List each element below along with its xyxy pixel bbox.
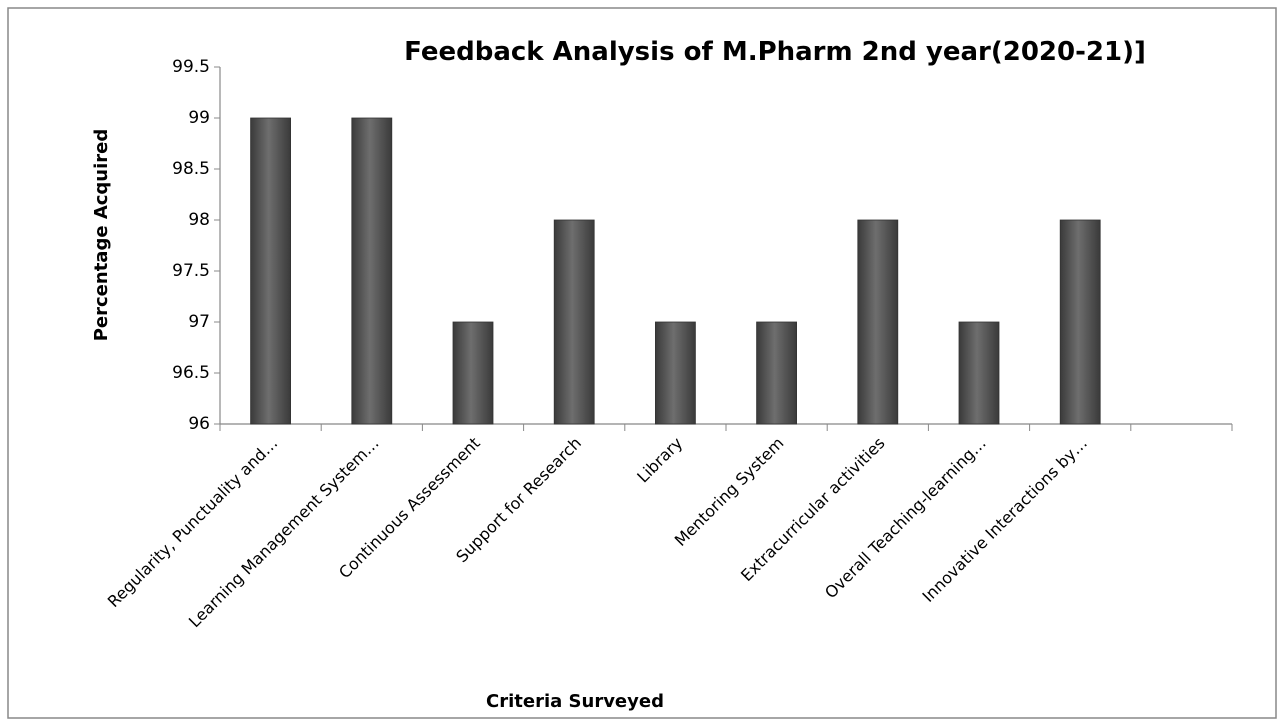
bar xyxy=(655,321,696,425)
y-tick-label: 97.5 xyxy=(172,261,210,281)
bar xyxy=(1059,219,1101,425)
y-tick-label: 96.5 xyxy=(172,363,210,383)
y-axis-label: Percentage Acquired xyxy=(91,129,112,342)
bar xyxy=(553,219,595,425)
bar xyxy=(756,321,797,425)
y-tick-label: 99 xyxy=(188,108,210,128)
bar xyxy=(958,321,1000,425)
x-axis-label: Criteria Surveyed xyxy=(486,691,664,712)
chart-title: Feedback Analysis of M.Pharm 2nd year(20… xyxy=(404,37,1146,67)
y-tick-label: 99.5 xyxy=(172,57,210,77)
y-tick-label: 98.5 xyxy=(172,159,210,179)
bar xyxy=(452,321,494,425)
bar xyxy=(351,117,393,425)
y-tick-label: 98 xyxy=(188,210,210,230)
bar xyxy=(857,219,899,425)
y-tick-label: 96 xyxy=(188,414,210,434)
y-tick-label: 97 xyxy=(188,312,210,332)
bar xyxy=(250,117,292,425)
